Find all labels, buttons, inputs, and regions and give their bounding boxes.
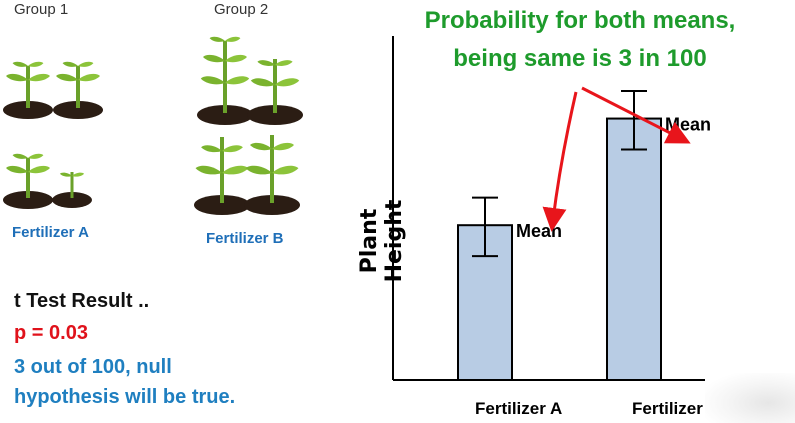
plant-icon (197, 36, 253, 125)
plant-icon (244, 135, 300, 215)
fertilizer-a-label: Fertilizer A (12, 224, 89, 241)
plant-icon (3, 153, 53, 209)
probability-annotation: Probability for both means, being same i… (380, 2, 780, 78)
arrow-icon (542, 91, 578, 232)
probability-line-1: Probability for both means, (424, 7, 736, 34)
bar (457, 224, 513, 381)
plant-icon (247, 59, 303, 125)
corner-artifact (705, 373, 795, 423)
plant-icon (3, 61, 53, 119)
bar (606, 117, 662, 381)
interpretation-line-1: 3 out of 100, null (14, 356, 172, 378)
error-bar (621, 90, 647, 151)
probability-line-2: being same is 3 in 100 (453, 45, 707, 72)
plant-icon (53, 61, 103, 119)
fertilizer-b-label: Fertilizer B (206, 230, 284, 247)
mean-label: Mean (516, 221, 562, 241)
error-bar (472, 196, 498, 258)
ttest-result-title: t Test Result .. (14, 290, 150, 312)
interpretation-line-2: hypothesis will be true. (14, 386, 236, 408)
plant-icon (194, 137, 250, 215)
p-value: p = 0.03 (14, 322, 88, 344)
plant-icon (52, 172, 92, 208)
plants-illustration (3, 36, 303, 215)
group-2-label: Group 2 (214, 1, 269, 18)
arrow-icon (581, 86, 691, 144)
mean-label: Mean (665, 115, 711, 135)
x-tick-label: Fertilizer A (475, 399, 562, 418)
group-1-label: Group 1 (14, 1, 69, 18)
x-tick-label: Fertilizer B (632, 399, 720, 418)
